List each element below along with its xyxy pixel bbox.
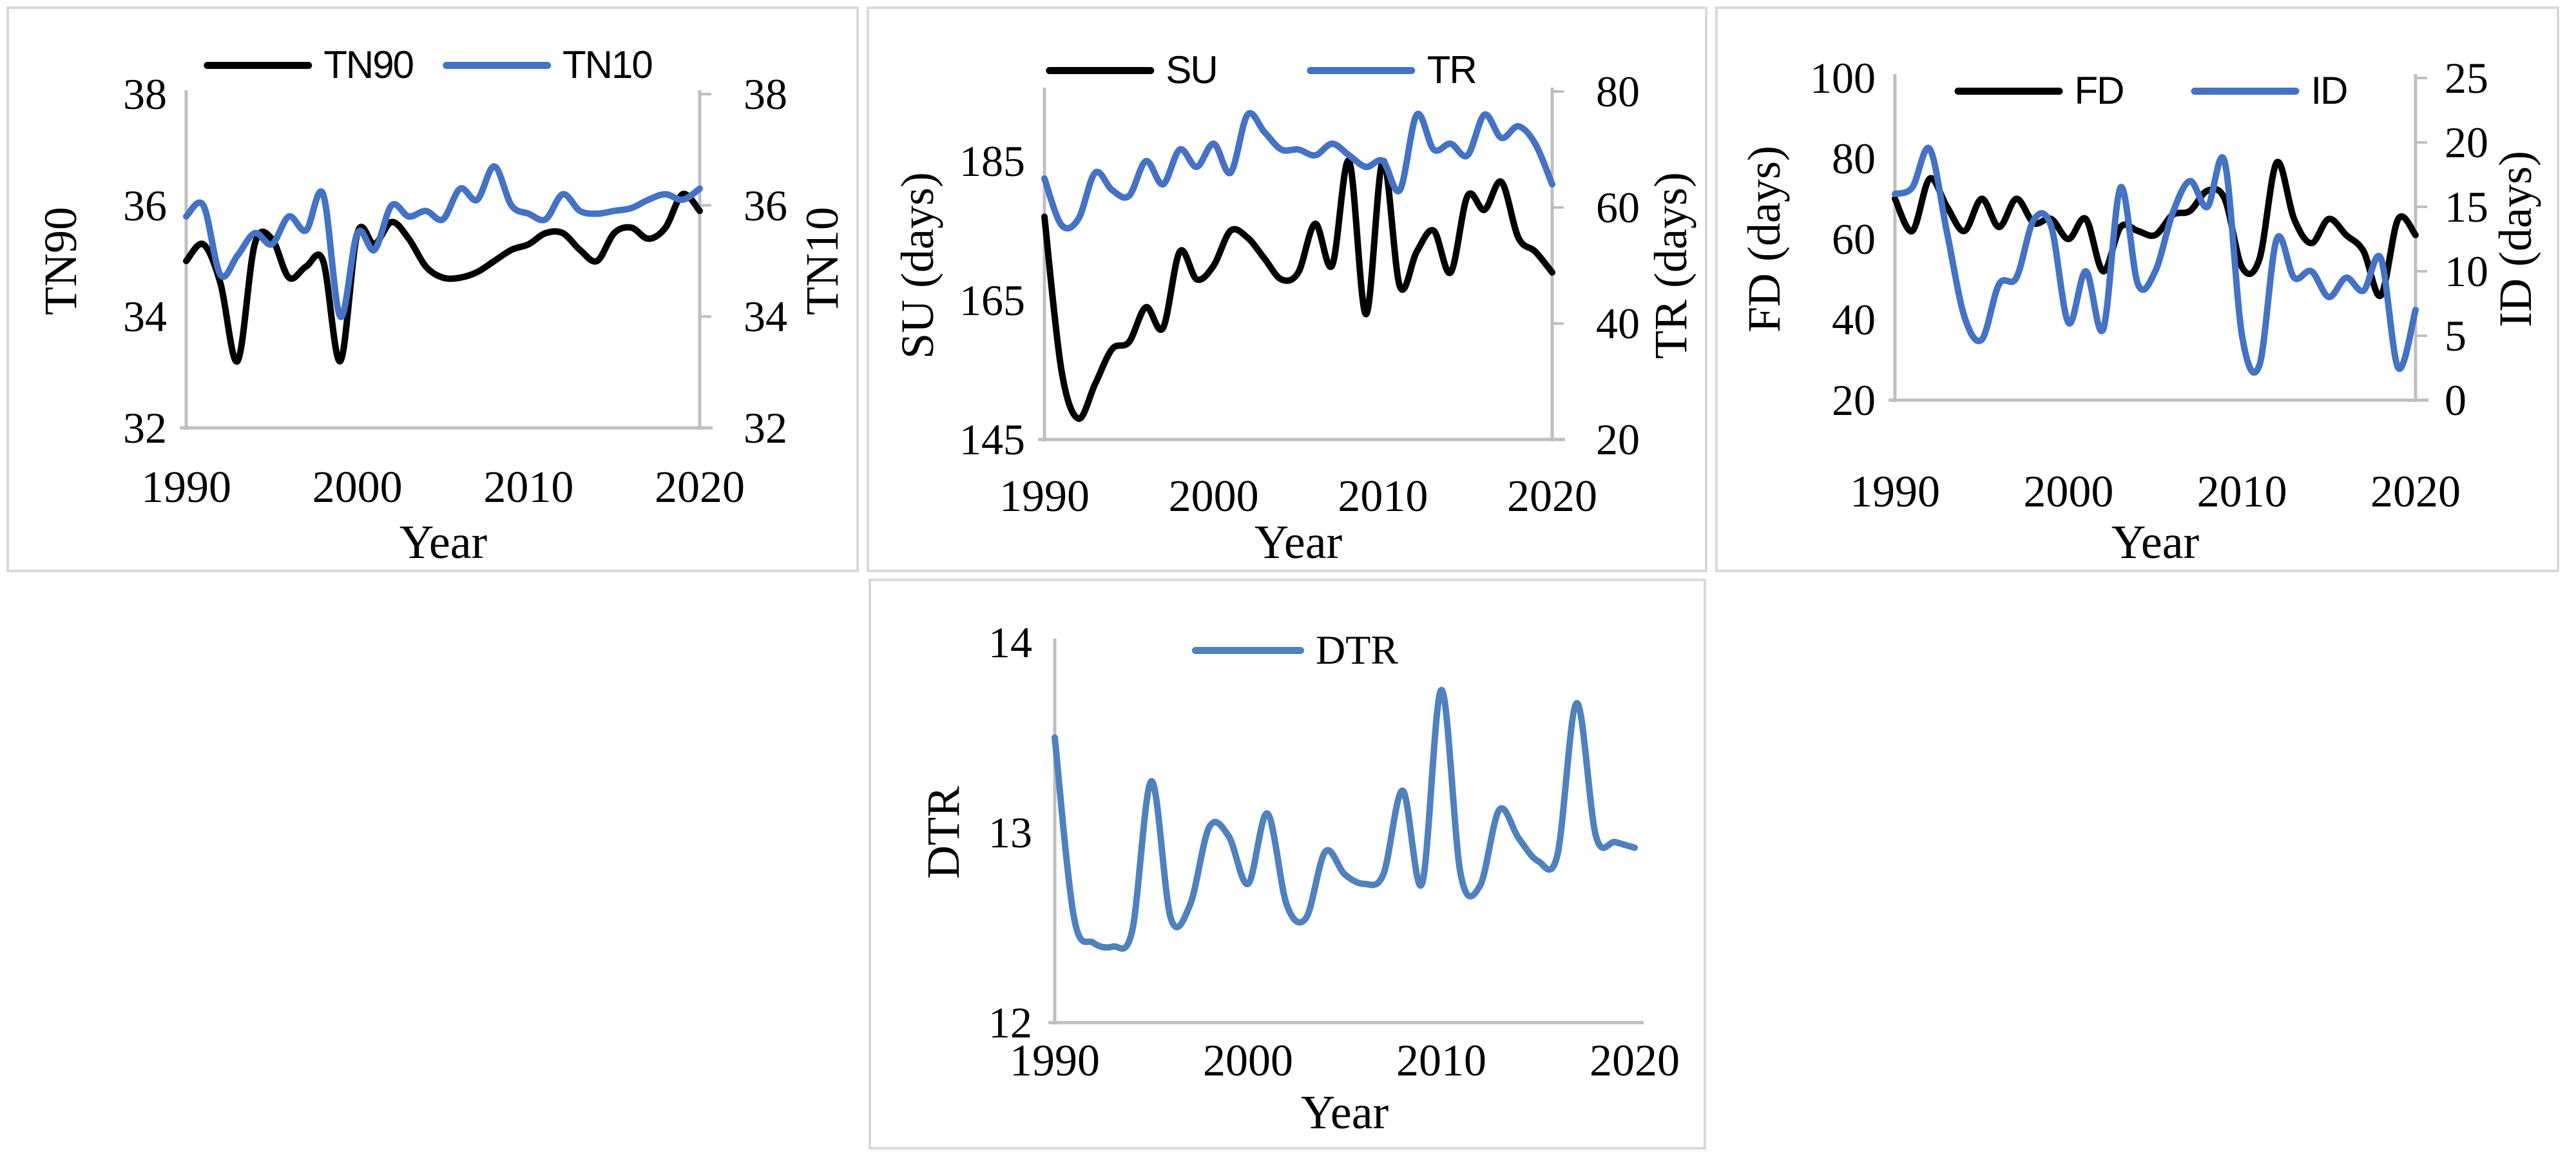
chart-legend: SU TR [1046, 47, 1477, 93]
right-axis-title: ID (days) [2490, 151, 2541, 327]
right-axis-tick-label: 0 [2445, 376, 2466, 425]
tn90-legend-swatch-icon [204, 61, 312, 69]
left-axis-tick-label: 40 [1832, 295, 1876, 344]
legend-item-tr: TR [1307, 48, 1477, 92]
right-axis-title: TN10 [796, 207, 848, 315]
chart-legend: TN90 TN10 [204, 42, 653, 88]
su-legend-swatch-icon [1046, 66, 1155, 74]
legend-label: TN10 [562, 43, 653, 86]
legend-label: ID [2311, 69, 2348, 112]
tn10-line [183, 163, 703, 320]
legend-item-tn10: TN10 [443, 43, 653, 86]
left-axis-title: SU (days) [892, 172, 943, 359]
left-axis-tick-label: 14 [988, 618, 1032, 667]
left-axis-tick-label: 13 [988, 808, 1032, 857]
su-line [1041, 157, 1555, 422]
x-axis-tick-label: 2020 [1590, 1036, 1680, 1086]
right-axis-tick-label: 80 [1596, 67, 1640, 116]
chart-legend: FD ID [1954, 68, 2348, 114]
left-axis-tick-label: 38 [123, 70, 167, 119]
right-axis-title: TR (days) [1645, 172, 1697, 359]
left-axis-title: DTR [918, 786, 969, 879]
tr-line [1041, 110, 1555, 232]
legend-item-su: SU [1046, 48, 1218, 92]
x-axis-tick-label: 2000 [2023, 467, 2114, 517]
right-axis-tick-label: 5 [2445, 311, 2466, 360]
right-axis-tick-label: 25 [2445, 53, 2488, 102]
tn90-line [183, 191, 703, 365]
right-axis-tick-label: 20 [2445, 118, 2488, 167]
legend-item-fd: FD [1954, 69, 2125, 112]
x-axis-tick-label: 1990 [1850, 467, 1940, 517]
x-axis-tick-label: 2020 [655, 463, 745, 512]
right-axis-tick-label: 36 [744, 180, 787, 230]
chart-legend: DTR [1192, 627, 1398, 673]
right-axis-tick-label: 10 [2445, 247, 2488, 296]
fd-legend-swatch-icon [1954, 87, 2063, 95]
left-axis-tick-label: 145 [959, 415, 1025, 464]
left-axis-tick-label: 32 [123, 403, 167, 452]
x-axis-tick-label: 2000 [1203, 1036, 1293, 1086]
x-axis-tick-label: 2020 [2370, 467, 2461, 517]
x-axis-tick-label: 2000 [1168, 472, 1259, 521]
right-axis-tick-label: 40 [1596, 299, 1640, 348]
legend-item-dtr: DTR [1192, 630, 1398, 671]
left-axis-tick-label: 185 [959, 137, 1025, 186]
x-axis-tick-label: 2020 [1507, 472, 1597, 521]
right-axis-tick-label: 15 [2445, 182, 2488, 231]
left-axis-title: TN90 [35, 207, 86, 315]
left-axis-title: FD (days) [1738, 146, 1790, 332]
x-axis-tick-label: 2010 [1338, 472, 1428, 521]
left-axis-tick-label: 165 [959, 276, 1025, 325]
x-axis-title: Year [1254, 516, 1343, 569]
panel-tn90-tn10: 38 36 34 32 38 36 34 32 1990 2000 2010 2020 Year TN90… [6, 6, 859, 572]
tn10-legend-swatch-icon [443, 61, 551, 69]
right-axis-tick-label: 60 [1596, 183, 1640, 232]
panel-dtr: 14 13 12 1990 2000 2010 2020 Year DTR DTR [869, 579, 1706, 1150]
right-axis-tick-label: 38 [744, 70, 787, 119]
x-axis-tick-label: 1990 [1010, 1036, 1100, 1086]
right-axis-tick-label: 34 [744, 292, 787, 342]
x-axis-tick-label: 1990 [141, 463, 231, 512]
dtr-legend-swatch-icon [1192, 646, 1304, 654]
tr-legend-swatch-icon [1307, 66, 1416, 74]
x-axis-tick-label: 2010 [2196, 467, 2287, 517]
legend-item-tn90: TN90 [204, 43, 414, 86]
left-axis-tick-label: 100 [1810, 53, 1876, 102]
id-legend-swatch-icon [2191, 87, 2300, 95]
legend-label: FD [2074, 69, 2125, 112]
left-axis-tick-label: 12 [988, 998, 1032, 1047]
x-axis-title: Year [2111, 516, 2200, 569]
left-axis-tick-label: 80 [1832, 134, 1876, 183]
panel-su-tr: 185 165 145 80 60 40 20 1990 2000 2010 2020 Year SU … [867, 6, 1707, 572]
right-axis-tick-label: 32 [744, 403, 787, 452]
x-axis-title: Year [1300, 1086, 1389, 1139]
left-axis-tick-label: 36 [123, 180, 167, 230]
legend-label: TR [1427, 48, 1477, 92]
x-axis-tick-label: 2000 [312, 463, 403, 512]
fd-line [1892, 159, 2419, 300]
id-line [1892, 144, 2419, 376]
legend-label: SU [1166, 48, 1218, 92]
legend-item-id: ID [2191, 69, 2348, 112]
x-axis-tick-label: 2010 [483, 463, 574, 512]
legend-label: DTR [1316, 627, 1398, 673]
x-axis-tick-label: 1990 [999, 472, 1090, 521]
panel-fd-id: 100 80 60 40 20 25 20 15 10 5 0 1990 2000 2010 2020 Yea… [1715, 6, 2559, 572]
left-axis-tick-label: 20 [1832, 376, 1876, 425]
dtr-line [1052, 686, 1638, 952]
x-axis-title: Year [399, 516, 488, 569]
x-axis-tick-label: 2010 [1396, 1036, 1486, 1086]
legend-label: TN90 [323, 43, 414, 86]
right-axis-tick-label: 20 [1596, 415, 1640, 464]
left-axis-tick-label: 34 [123, 292, 167, 342]
left-axis-tick-label: 60 [1832, 215, 1876, 264]
